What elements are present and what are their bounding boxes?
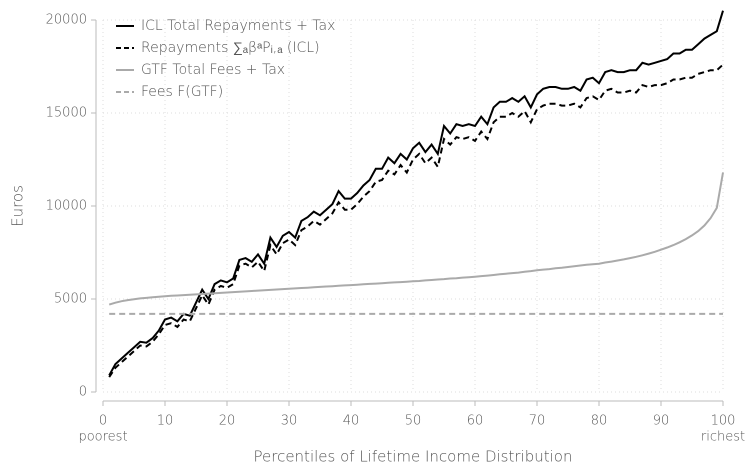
x-axis-label: Percentiles of Lifetime Income Distribut… bbox=[254, 448, 573, 466]
x-tick-label: 40 bbox=[343, 414, 360, 429]
y-tick-label: 0 bbox=[79, 385, 87, 400]
x-tick-label: 80 bbox=[591, 414, 608, 429]
x-tick-label: 60 bbox=[467, 414, 484, 429]
annotation: poorest bbox=[78, 430, 127, 445]
x-tick-label: 90 bbox=[653, 414, 670, 429]
x-tick-label: 30 bbox=[281, 414, 298, 429]
y-tick-label: 20000 bbox=[46, 13, 87, 28]
x-tick-label: 100 bbox=[711, 414, 736, 429]
y-axis-label: Euros bbox=[9, 185, 27, 227]
y-tick-label: 5000 bbox=[54, 292, 87, 307]
series-line bbox=[108, 172, 724, 306]
y-tick-label: 10000 bbox=[46, 199, 87, 214]
series-line bbox=[108, 10, 724, 376]
x-tick-label: 0 bbox=[99, 414, 107, 429]
x-tick-label: 70 bbox=[529, 414, 546, 429]
y-tick-label: 15000 bbox=[46, 106, 87, 121]
annotation: richest bbox=[701, 430, 745, 445]
x-tick-label: 20 bbox=[219, 414, 236, 429]
legend-label: Repayments ∑ₐβᵃPᵢ,ₐ (ICL) bbox=[141, 40, 320, 56]
legend-label: Fees F(GTF) bbox=[141, 84, 223, 100]
legend-label: ICL Total Repayments + Tax bbox=[141, 18, 335, 34]
series-line bbox=[108, 63, 724, 378]
x-tick-label: 50 bbox=[405, 414, 422, 429]
x-tick-label: 10 bbox=[157, 414, 174, 429]
legend-label: GTF Total Fees + Tax bbox=[141, 62, 285, 78]
